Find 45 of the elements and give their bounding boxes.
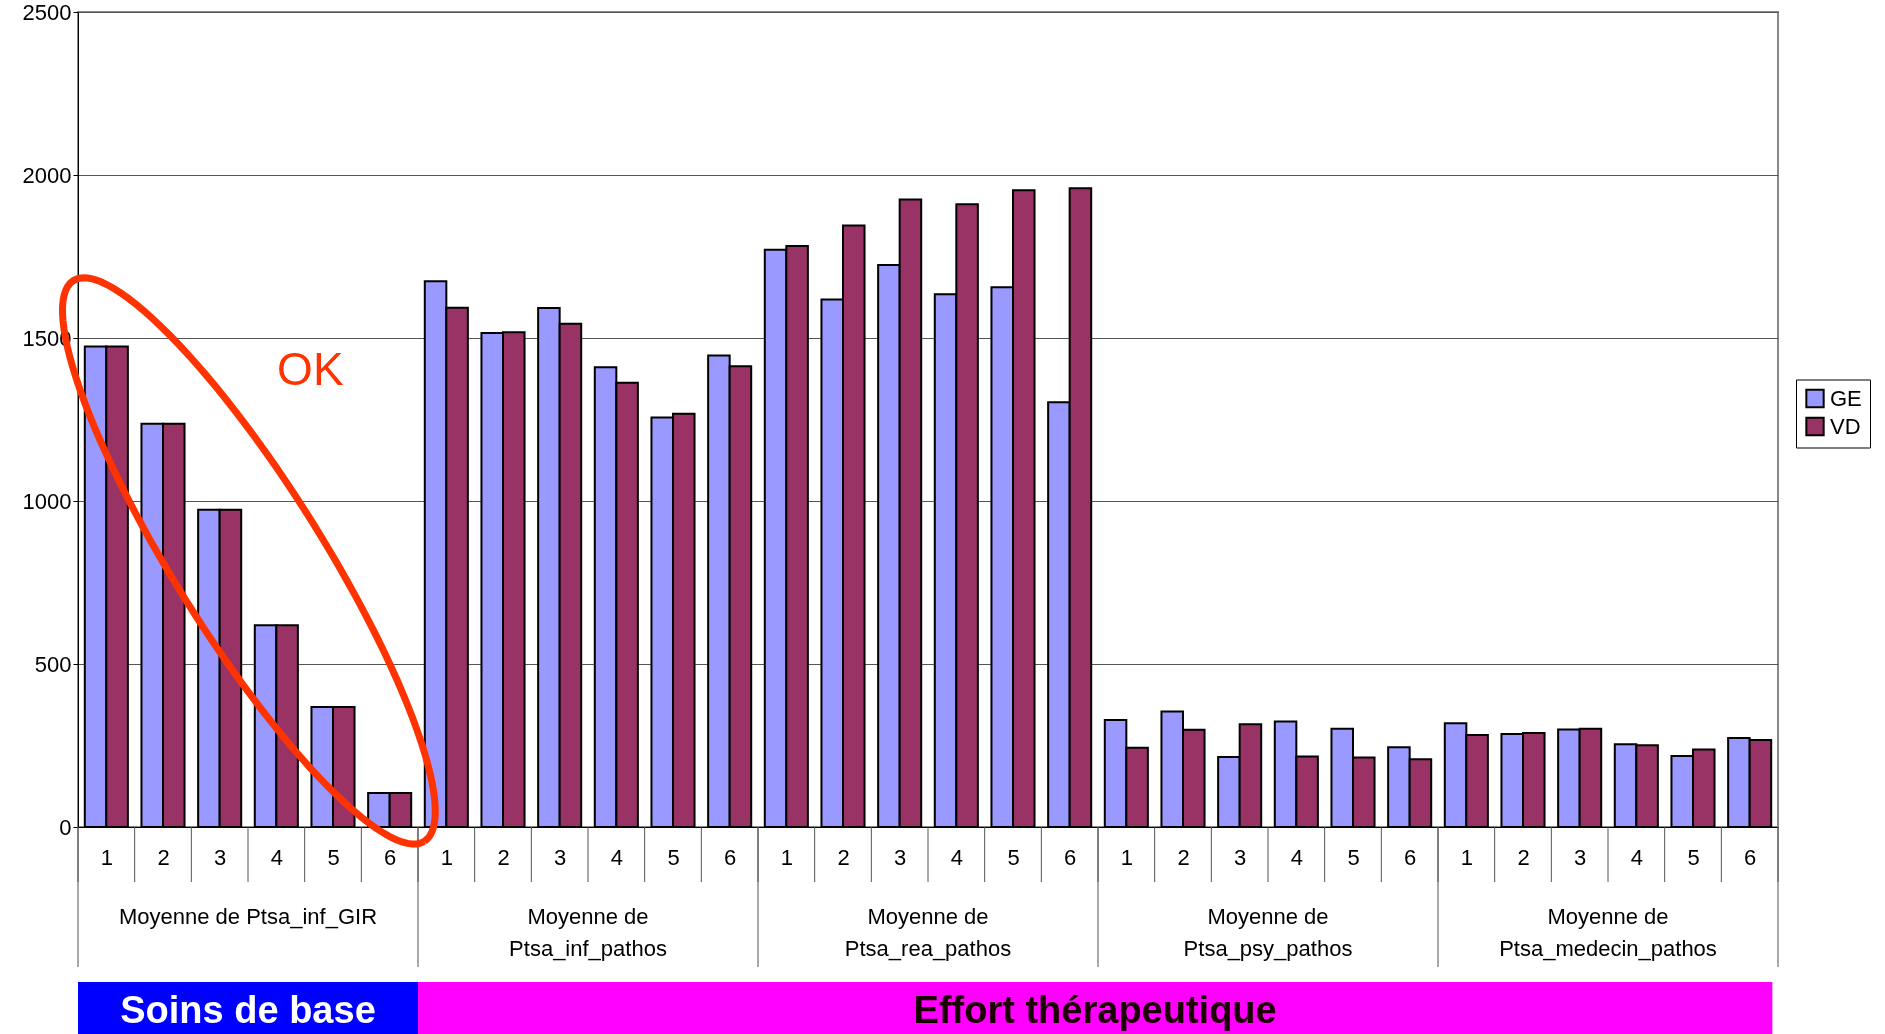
x-tick-label: 6 xyxy=(1744,844,1757,870)
x-tick-label: 5 xyxy=(1687,844,1700,870)
x-tick-label: 4 xyxy=(1630,844,1643,870)
x-tick-label: 1 xyxy=(1120,844,1133,870)
y-tick-label: 2000 xyxy=(22,162,72,188)
x-tick-label: 3 xyxy=(554,844,567,870)
x-tick-label: 1 xyxy=(1460,844,1473,870)
legend-label: VD xyxy=(1830,413,1861,439)
x-tick-label: 5 xyxy=(327,844,340,870)
y-tick-label: 500 xyxy=(34,651,72,677)
x-tick-label: 4 xyxy=(610,844,623,870)
x-tick-label: 6 xyxy=(384,844,397,870)
x-tick-label: 1 xyxy=(100,844,113,870)
y-tick-label: 0 xyxy=(59,814,72,840)
x-tick-label: 2 xyxy=(497,844,510,870)
x-tick-label: 4 xyxy=(1290,844,1303,870)
x-tick-label: 6 xyxy=(1064,844,1077,870)
text: Moyenne de Ptsa_medecin_pathos xyxy=(1499,904,1717,961)
x-tick-label: 3 xyxy=(214,844,227,870)
x-tick-label: 2 xyxy=(1517,844,1530,870)
x-tick-label: 5 xyxy=(1007,844,1020,870)
x-tick-label: 2 xyxy=(1177,844,1190,870)
annotation: OK xyxy=(277,342,344,395)
x-tick-label: 5 xyxy=(667,844,680,870)
x-tick-label: 2 xyxy=(837,844,850,870)
y-tick-label: 1000 xyxy=(22,488,72,514)
x-tick-label: 1 xyxy=(780,844,793,870)
x-tick-label: 3 xyxy=(894,844,907,870)
text: Soins de base xyxy=(120,989,376,1031)
x-tick-label: 4 xyxy=(270,844,283,870)
x-tick-label: 6 xyxy=(724,844,737,870)
text: Moyenne de Ptsa_psy_pathos xyxy=(1183,904,1353,961)
legend-label: GE xyxy=(1830,385,1862,411)
x-tick-label: 4 xyxy=(950,844,963,870)
x-tick-label: 1 xyxy=(440,844,453,870)
text: Moyenne de Ptsa_inf_GIR xyxy=(118,904,378,929)
x-tick-label: 6 xyxy=(1404,844,1417,870)
text: Effort thérapeutique xyxy=(913,989,1277,1031)
y-tick-label: 2500 xyxy=(22,0,72,25)
text: Moyenne de Ptsa_rea_pathos xyxy=(844,904,1012,961)
x-tick-label: 3 xyxy=(1574,844,1587,870)
x-tick-label: 2 xyxy=(157,844,170,870)
x-tick-label: 3 xyxy=(1234,844,1247,870)
text: Moyenne de Ptsa_inf_pathos xyxy=(509,904,667,961)
x-tick-label: 5 xyxy=(1347,844,1360,870)
